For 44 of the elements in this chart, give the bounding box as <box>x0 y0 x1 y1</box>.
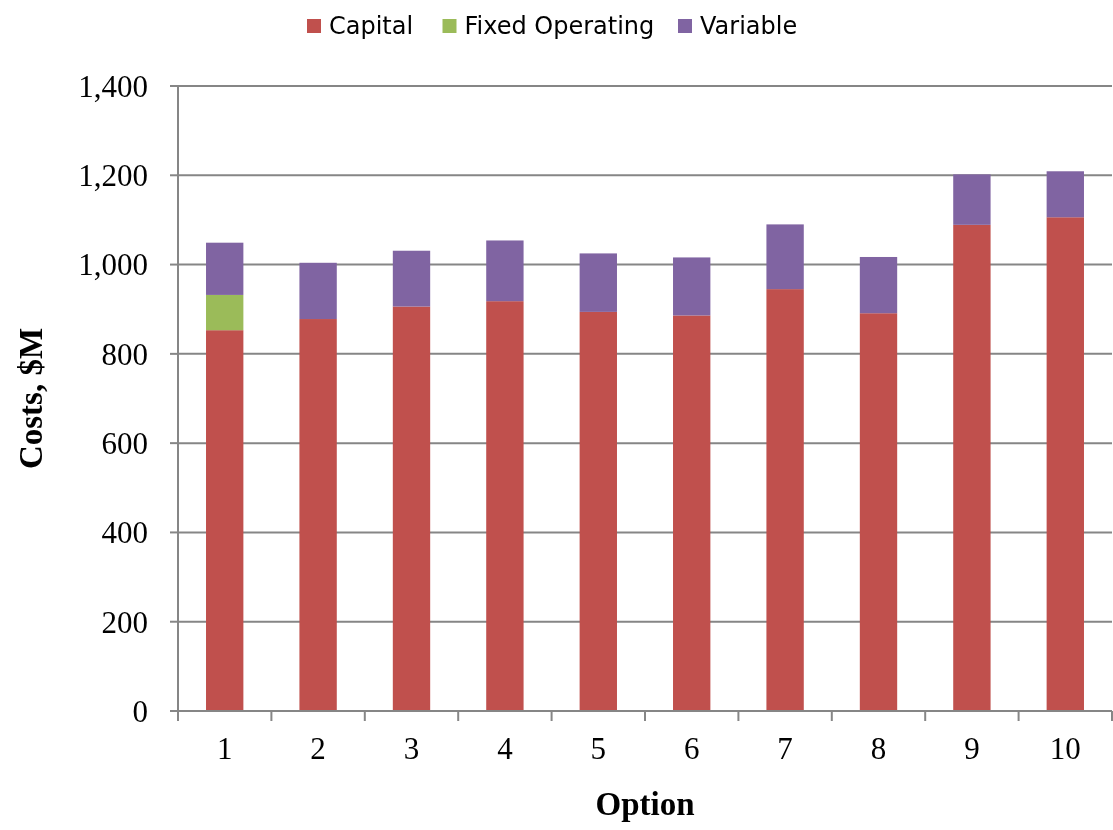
bar <box>206 330 244 711</box>
bar <box>299 319 337 711</box>
bar <box>953 224 991 711</box>
y-tick-label: 600 <box>101 425 148 461</box>
x-tick-label: 7 <box>777 731 793 766</box>
x-tick-label: 10 <box>1049 731 1081 766</box>
x-tick-label: 1 <box>216 731 233 766</box>
y-tick-label: 800 <box>101 336 148 372</box>
bar <box>673 315 711 711</box>
y-tick-label: 200 <box>101 604 148 640</box>
bar <box>766 224 804 290</box>
bar <box>299 262 337 320</box>
bar <box>953 174 991 225</box>
y-tick-label: 1,200 <box>78 158 148 194</box>
bar <box>486 301 524 711</box>
bar <box>579 253 617 312</box>
legend-label: Capital <box>329 12 414 41</box>
bar <box>392 306 431 711</box>
x-tick-label: 3 <box>403 731 420 766</box>
bar <box>1046 217 1084 711</box>
bar <box>766 289 804 711</box>
x-tick-label: 8 <box>870 731 887 766</box>
x-tick-label: 6 <box>683 731 700 766</box>
bar <box>1046 171 1084 218</box>
bar <box>392 250 431 307</box>
y-tick-label: 400 <box>101 515 148 551</box>
x-tick-label: 4 <box>497 731 514 766</box>
bar <box>859 313 898 711</box>
bar <box>579 311 617 711</box>
legend-label: Fixed Operating <box>464 12 655 41</box>
bar <box>486 240 524 302</box>
bar <box>206 242 244 295</box>
bar <box>859 256 898 314</box>
bar <box>206 294 244 331</box>
x-tick-label: 9 <box>964 731 980 766</box>
x-tick-label: 5 <box>590 731 607 766</box>
legend-label: Variable <box>700 12 798 41</box>
y-axis-title: Costs, $M <box>13 327 49 470</box>
x-axis-title: Option <box>595 786 695 822</box>
y-tick-label: 0 <box>132 693 148 729</box>
y-tick-label: 1,000 <box>78 247 148 283</box>
y-tick-label: 1,400 <box>78 68 148 104</box>
bar <box>673 257 711 316</box>
x-tick-label: 2 <box>310 731 326 766</box>
